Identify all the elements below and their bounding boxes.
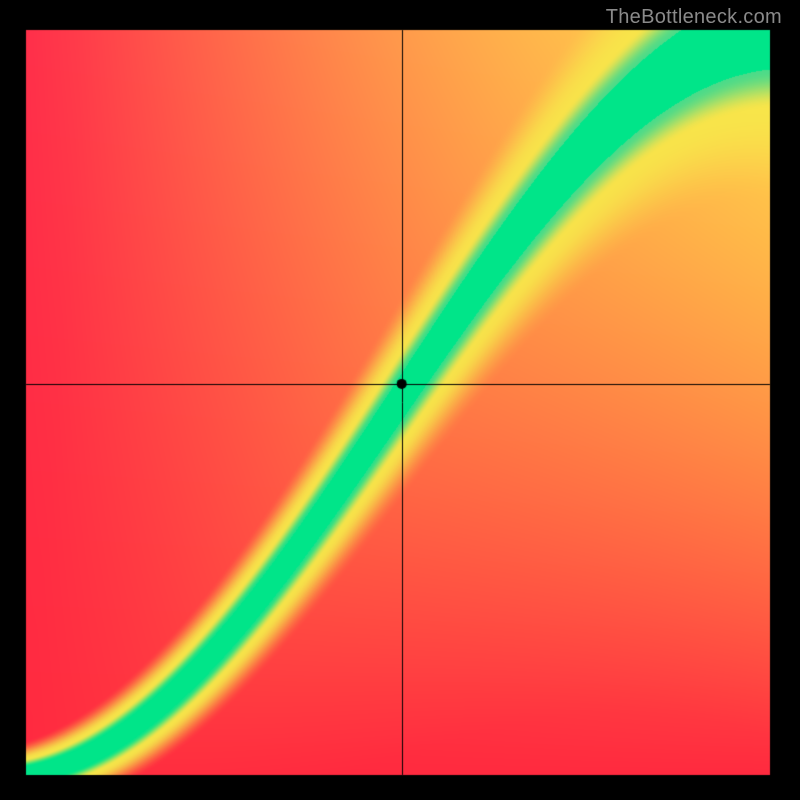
- overlay-canvas: [0, 0, 800, 800]
- chart-container: TheBottleneck.com: [0, 0, 800, 800]
- watermark-text: TheBottleneck.com: [606, 6, 782, 29]
